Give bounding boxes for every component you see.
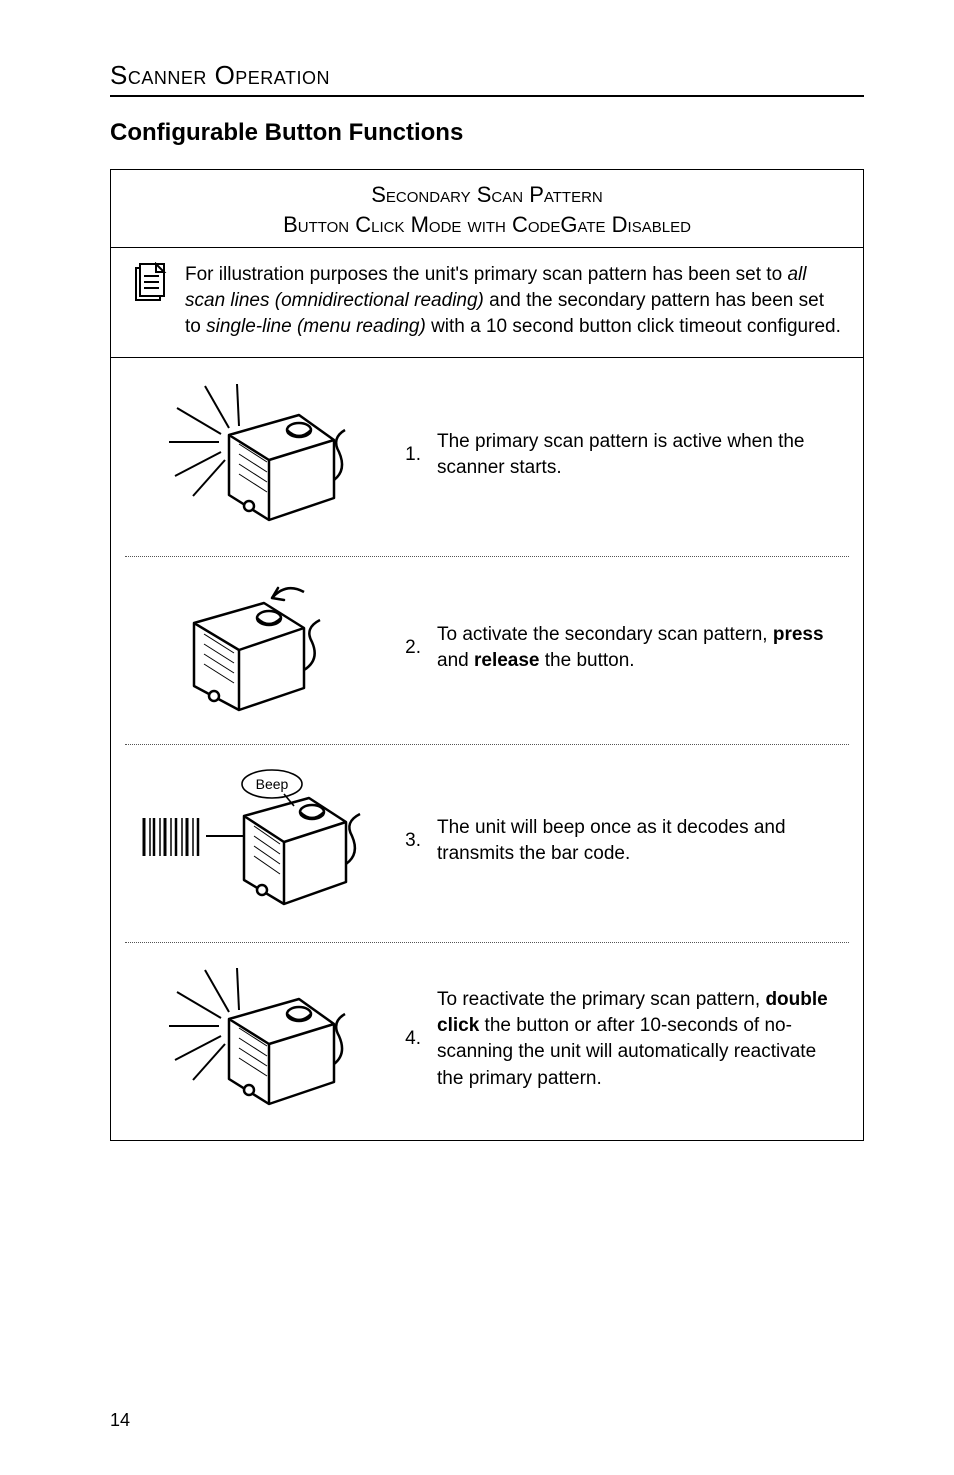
table-header: Secondary Scan Pattern Button Click Mode… bbox=[111, 170, 863, 248]
title-rule bbox=[110, 95, 864, 97]
step-number: 4. bbox=[389, 1028, 427, 1050]
beep-label: Beep bbox=[256, 776, 289, 792]
header-line-2: Button Click Mode with CodeGate Disabled bbox=[123, 210, 851, 240]
step-text: To reactivate the primary scan pattern, … bbox=[437, 987, 845, 1092]
step-row: Beep 3. The unit will beep once as it de… bbox=[111, 744, 863, 942]
function-table: Secondary Scan Pattern Button Click Mode… bbox=[110, 169, 864, 1141]
step-row: 1. The primary scan pattern is active wh… bbox=[111, 357, 863, 556]
step-number: 1. bbox=[389, 444, 427, 466]
step-number: 2. bbox=[389, 637, 427, 659]
step-text: To activate the secondary scan pattern, … bbox=[437, 622, 845, 674]
step-illustration bbox=[129, 578, 379, 718]
note-row: For illustration purposes the unit's pri… bbox=[111, 248, 863, 357]
step-text: The unit will beep once as it decodes an… bbox=[437, 815, 845, 867]
step-illustration: Beep bbox=[129, 766, 379, 916]
step-row: 2. To activate the secondary scan patter… bbox=[111, 556, 863, 744]
page-number: 14 bbox=[110, 1410, 130, 1431]
header-line-1: Secondary Scan Pattern bbox=[123, 180, 851, 210]
note-text: For illustration purposes the unit's pri… bbox=[185, 262, 845, 339]
note-icon bbox=[129, 262, 169, 311]
chapter-title: Scanner Operation bbox=[110, 60, 864, 91]
step-row: 4. To reactivate the primary scan patter… bbox=[111, 942, 863, 1140]
step-text: The primary scan pattern is active when … bbox=[437, 429, 845, 481]
section-title: Configurable Button Functions bbox=[110, 119, 864, 147]
step-number: 3. bbox=[389, 830, 427, 852]
step-illustration bbox=[129, 380, 379, 530]
step-illustration bbox=[129, 964, 379, 1114]
